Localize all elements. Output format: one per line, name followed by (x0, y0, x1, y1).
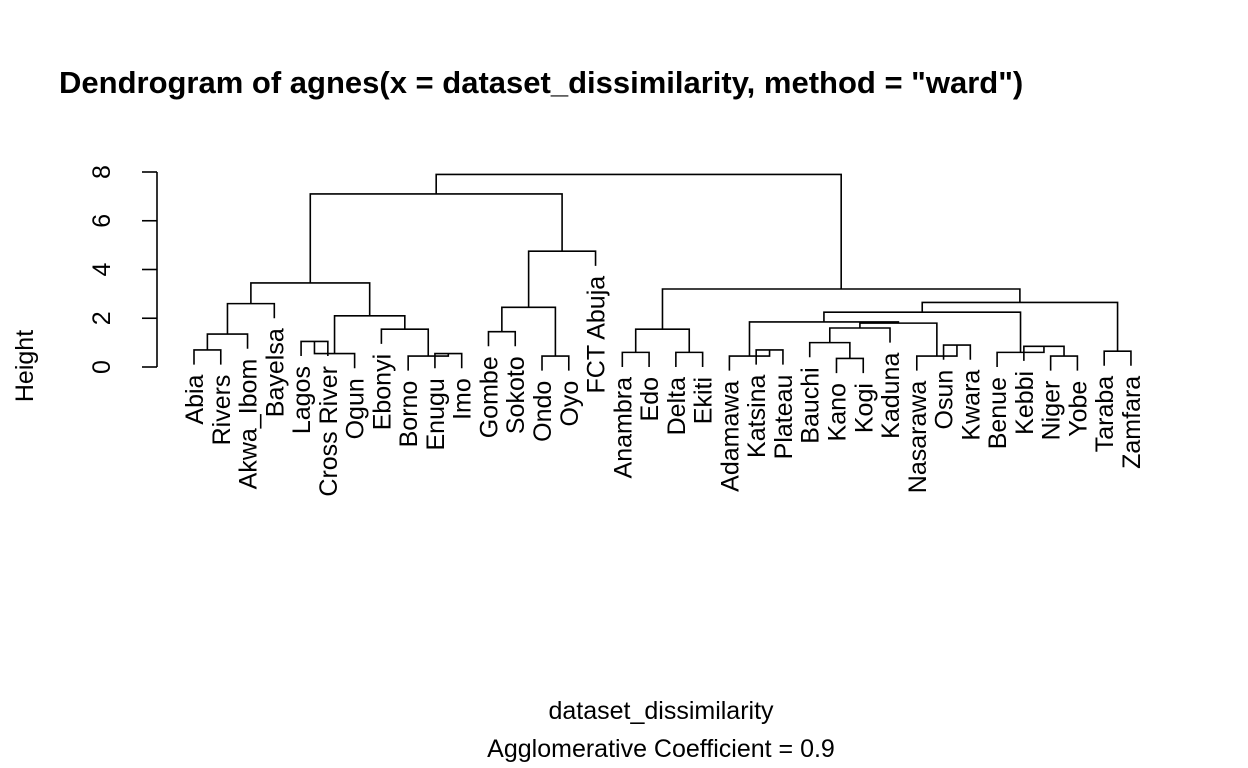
leaf-label: Bauchi (797, 367, 825, 443)
merge-link (835, 357, 865, 374)
y-tick-label: 8 (88, 165, 116, 179)
leaf-label: Yobe (1064, 381, 1092, 437)
y-tick-label: 4 (88, 262, 116, 276)
merge-link (435, 173, 842, 289)
leaf-label: Kano (823, 383, 851, 441)
merge-link (1049, 355, 1079, 371)
leaf-label: Bayelsa (261, 328, 289, 417)
merge-link (380, 328, 430, 357)
leaf-label: Akwa_Ibom (235, 359, 263, 490)
merge-link (1023, 345, 1065, 361)
leaf-label: Plateau (770, 375, 798, 460)
merge-link (541, 355, 570, 371)
merge-link (309, 193, 563, 283)
merge-link (621, 351, 650, 367)
merge-link (1103, 350, 1132, 366)
y-axis-label: Height (11, 330, 39, 402)
leaf-label: Ebonyi (368, 354, 396, 430)
leaf-label: Niger (1038, 381, 1066, 441)
merge-link (250, 282, 371, 316)
leaf-label: Katsina (743, 374, 771, 457)
leaf-label: Rivers (208, 375, 236, 446)
leaf-label: Abia (181, 374, 209, 424)
leaf-label: Taraba (1091, 376, 1119, 453)
leaf-label: Kaduna (877, 353, 905, 439)
leaf-label: Sokoto (502, 356, 530, 434)
leaf-label: Zamfara (1118, 376, 1146, 469)
merge-link (823, 311, 1022, 353)
leaf-label: Benue (984, 377, 1012, 449)
agglomerative-coefficient: Agglomerative Coefficient = 0.9 (487, 735, 835, 763)
leaf-label: Nasarawa (904, 381, 932, 494)
merge-link (661, 288, 1021, 330)
merge-link (808, 341, 851, 359)
dendrogram-tree (193, 173, 1132, 374)
leaf-label: Enugu (422, 378, 450, 450)
leaf-label: Ekiti (690, 377, 718, 424)
merge-link (333, 315, 406, 354)
leaf-label: Adamawa (716, 381, 744, 492)
merge-link (527, 250, 597, 308)
merge-link (634, 328, 691, 353)
x-axis-label: dataset_dissimilarity (548, 697, 774, 725)
merge-link (828, 327, 891, 343)
merge-link (206, 333, 249, 350)
leaf-label: Kebbi (1011, 371, 1039, 435)
leaf-label: Ondo (529, 381, 557, 442)
merge-link (675, 351, 704, 367)
leaf-label: Ogun (342, 378, 370, 439)
leaf-label: Anambra (609, 377, 637, 479)
chart-title: Dendrogram of agnes(x = dataset_dissimil… (59, 65, 1023, 100)
y-tick-label: 6 (88, 214, 116, 228)
leaf-label: Delta (663, 377, 691, 435)
leaf-label: Edo (636, 377, 664, 421)
y-axis-ticks: 0 2 4 6 8 (88, 165, 157, 374)
merge-link (313, 341, 356, 369)
merge-link (407, 353, 450, 371)
leaf-label: Oyo (556, 381, 584, 427)
leaf-label: Imo (449, 378, 477, 420)
merge-link (487, 330, 517, 347)
merge-link (748, 321, 900, 357)
leaf-label: FCT Abuja (583, 276, 611, 394)
y-tick-label: 2 (88, 311, 116, 325)
leaf-label: Borno (395, 381, 423, 448)
leaf-label: Kwara (957, 370, 985, 441)
leaf-label: Cross River (315, 366, 343, 497)
leaf-label: Gombe (475, 356, 503, 438)
y-tick-label: 0 (88, 360, 116, 374)
leaf-label: Kogi (850, 383, 878, 433)
leaf-label: Lagos (288, 366, 316, 434)
merge-link (300, 340, 329, 357)
merge-link (193, 349, 222, 365)
leaf-label: Osun (931, 370, 959, 430)
